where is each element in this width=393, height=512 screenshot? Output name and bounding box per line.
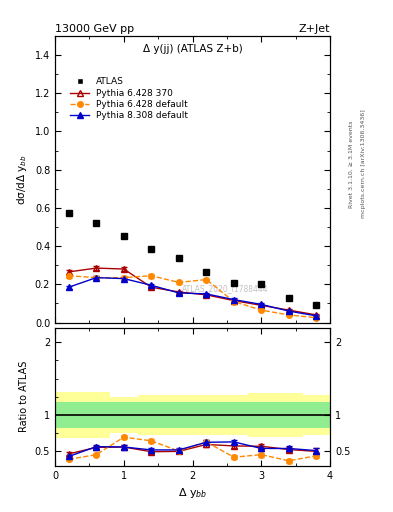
Legend: ATLAS, Pythia 6.428 370, Pythia 6.428 default, Pythia 8.308 default: ATLAS, Pythia 6.428 370, Pythia 6.428 de… <box>68 75 191 123</box>
Text: Z+Jet: Z+Jet <box>299 24 330 34</box>
Text: ATLAS_2020_I1788444: ATLAS_2020_I1788444 <box>182 284 269 293</box>
Text: Δ y(јј) (ATLAS Z+b): Δ y(јј) (ATLAS Z+b) <box>143 45 242 54</box>
Y-axis label: dσ/dΔ y$_{bb}$: dσ/dΔ y$_{bb}$ <box>15 154 29 205</box>
Text: mcplots.cern.ch [arXiv:1306.3436]: mcplots.cern.ch [arXiv:1306.3436] <box>361 110 366 218</box>
Text: 13000 GeV pp: 13000 GeV pp <box>55 24 134 34</box>
Y-axis label: Ratio to ATLAS: Ratio to ATLAS <box>19 361 29 433</box>
Text: Rivet 3.1.10, ≥ 3.1M events: Rivet 3.1.10, ≥ 3.1M events <box>349 120 354 207</box>
X-axis label: Δ y$_{bb}$: Δ y$_{bb}$ <box>178 486 207 500</box>
